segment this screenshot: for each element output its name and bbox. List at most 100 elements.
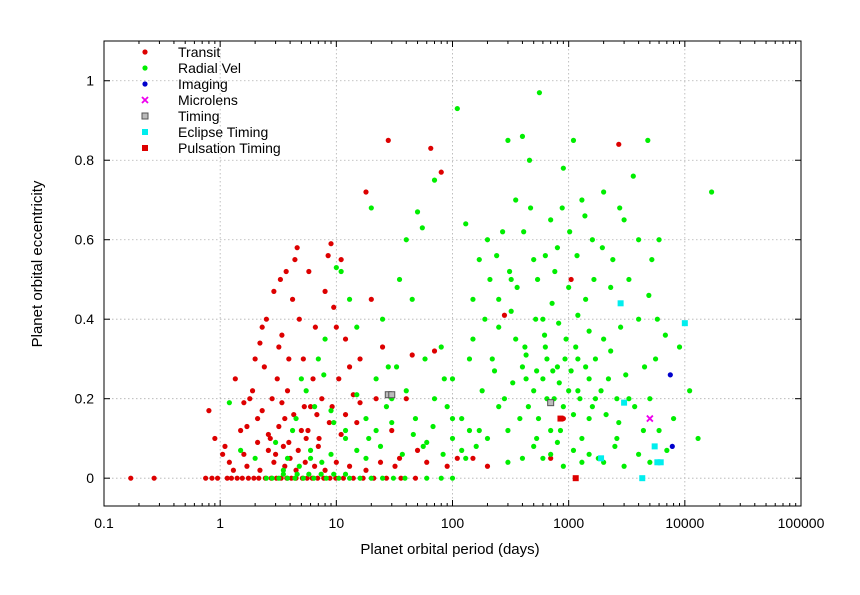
data-point (398, 475, 404, 481)
data-point (257, 467, 263, 473)
x-tick-label: 0.1 (94, 515, 114, 531)
data-point (589, 404, 595, 410)
data-point (544, 356, 550, 362)
data-point (420, 443, 426, 449)
legend-marker (142, 49, 148, 55)
data-point (484, 435, 491, 442)
data-point (441, 376, 447, 382)
data-point (494, 253, 500, 259)
data-point (422, 356, 428, 362)
data-point (621, 217, 627, 223)
data-point (583, 296, 589, 302)
data-point (641, 364, 648, 370)
data-point (640, 427, 647, 434)
data-point (566, 284, 572, 291)
data-point (409, 352, 415, 358)
legend-label: Pulsation Timing (178, 140, 281, 156)
data-point (289, 427, 296, 434)
data-point (326, 419, 332, 426)
data-point (582, 213, 588, 219)
data-point (681, 320, 688, 327)
data-point (322, 467, 328, 473)
legend-marker (141, 96, 149, 104)
data-point (399, 451, 405, 457)
data-point (616, 419, 622, 426)
data-point (654, 459, 661, 466)
data-point (523, 352, 529, 358)
data-point (282, 463, 288, 469)
data-point (654, 316, 660, 322)
data-point (575, 388, 581, 394)
data-point (390, 475, 397, 481)
data-point (656, 427, 662, 434)
data-point (647, 459, 653, 465)
data-point (151, 475, 157, 481)
data-point (556, 380, 562, 386)
data-point (296, 316, 302, 322)
data-point (373, 427, 379, 434)
data-point (424, 439, 430, 446)
data-point (526, 157, 533, 163)
data-point (489, 356, 495, 362)
data-point (327, 475, 333, 481)
data-point (500, 229, 506, 235)
data-point (419, 225, 425, 231)
data-point (473, 443, 479, 449)
data-point (519, 133, 526, 139)
data-point (314, 411, 320, 418)
data-point (393, 364, 400, 370)
data-point (331, 471, 337, 477)
data-point (424, 475, 430, 481)
data-point (531, 256, 537, 263)
data-point (566, 388, 572, 394)
data-point (323, 475, 329, 481)
data-point (346, 296, 353, 302)
data-point (501, 396, 508, 402)
series-radial-vel (226, 90, 715, 481)
data-point (300, 356, 306, 362)
data-point (244, 423, 250, 430)
data-point (550, 368, 556, 374)
data-point (574, 253, 580, 259)
data-point (612, 443, 618, 449)
data-point (470, 455, 476, 461)
data-point (292, 256, 298, 263)
data-point (389, 419, 395, 426)
data-point (319, 396, 325, 402)
data-point (431, 177, 438, 183)
data-point (598, 455, 605, 462)
legend-label: Microlens (178, 92, 238, 108)
data-point (298, 376, 304, 382)
data-point (599, 245, 605, 251)
data-point (346, 364, 353, 370)
data-point (303, 435, 309, 442)
data-point (244, 463, 250, 469)
data-point (608, 348, 614, 354)
y-tick-label: 0.4 (75, 311, 95, 327)
data-point (491, 368, 498, 374)
data-point (245, 475, 251, 481)
data-point (540, 316, 546, 322)
data-point (508, 276, 514, 283)
data-point (319, 459, 325, 465)
data-point (286, 356, 292, 362)
data-point (291, 411, 297, 418)
data-point (333, 264, 339, 271)
data-point (525, 404, 531, 410)
data-point (280, 467, 286, 473)
grid (104, 41, 801, 506)
data-point (470, 296, 476, 302)
data-point (535, 415, 542, 422)
data-point (449, 376, 456, 382)
data-point (562, 356, 568, 362)
data-point (636, 316, 642, 322)
data-point (592, 356, 599, 362)
data-point (261, 364, 267, 370)
data-point (636, 237, 642, 243)
data-point (298, 427, 304, 434)
data-point (466, 427, 473, 434)
data-point (228, 475, 235, 481)
data-point (283, 268, 289, 275)
data-point (601, 336, 607, 342)
data-point (534, 276, 541, 283)
